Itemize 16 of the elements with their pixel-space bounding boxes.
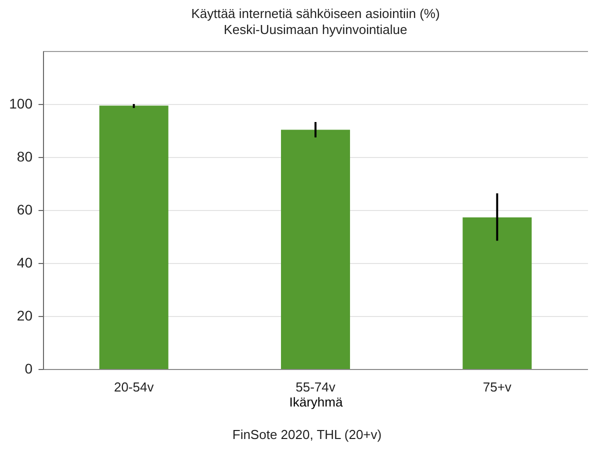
y-tick-label: 60 <box>16 202 33 218</box>
y-tick-label: 0 <box>24 360 33 376</box>
y-tick-label: 80 <box>16 148 33 164</box>
chart-title: Käyttää internetiä sähköiseen asiointiin (%) <box>191 6 440 21</box>
x-axis-title: Ikäryhmä <box>289 394 344 410</box>
text: FinSote 2020, THL (20+v) <box>231 427 383 442</box>
chart-subtitle: Keski-Uusimaan hyvinvointialue <box>224 22 408 37</box>
y-tick-label: 100 <box>9 96 33 112</box>
x-tick-label: 20-54v <box>114 380 154 394</box>
bar <box>99 106 168 369</box>
bar <box>462 217 532 369</box>
y-tick-label: 20 <box>16 308 33 324</box>
bar <box>280 130 350 369</box>
x-tick-label: 55-74v <box>296 380 336 394</box>
y-tick-label: 40 <box>16 254 33 270</box>
x-tick-label: 75+v <box>482 380 512 394</box>
